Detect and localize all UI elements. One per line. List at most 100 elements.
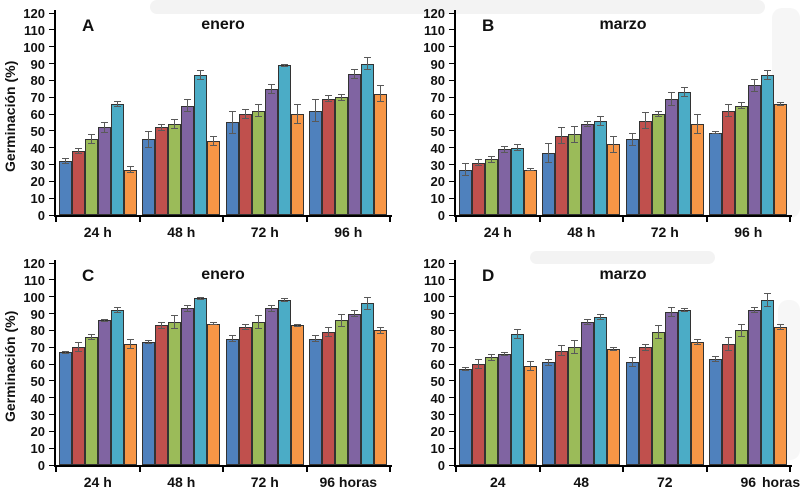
error-bar bbox=[513, 144, 521, 152]
bar bbox=[523, 169, 537, 215]
y-tick-label: 30 bbox=[30, 407, 45, 423]
y-tick-label: 50 bbox=[30, 123, 45, 139]
error-bar bbox=[158, 321, 166, 329]
x-tick-mark bbox=[455, 465, 457, 472]
error-bar bbox=[693, 338, 701, 346]
y-tick-mark bbox=[49, 346, 54, 348]
bar bbox=[690, 342, 704, 465]
error-bar bbox=[545, 142, 553, 163]
y-tick-mark bbox=[49, 414, 54, 415]
x-tick-label: 24 h bbox=[83, 474, 112, 490]
error-bar bbox=[197, 70, 205, 81]
bar bbox=[264, 88, 278, 215]
bar bbox=[168, 124, 182, 215]
y-tick-mark bbox=[49, 214, 54, 216]
y-tick-mark bbox=[49, 447, 54, 449]
x-tick-mark bbox=[622, 465, 624, 472]
y-tick-label: 10 bbox=[430, 441, 445, 457]
bar bbox=[458, 369, 472, 465]
error-bar bbox=[571, 340, 579, 354]
x-tick-label: 48 bbox=[573, 474, 590, 490]
y-tick-mark bbox=[49, 180, 54, 182]
y-tick-mark bbox=[449, 363, 454, 365]
y-tick-label: 20 bbox=[30, 174, 45, 190]
x-tick-label: 96 horas bbox=[319, 474, 378, 490]
error-bar bbox=[377, 85, 385, 103]
y-tick-label: 10 bbox=[30, 441, 45, 457]
bar bbox=[709, 132, 723, 215]
y-tick-mark bbox=[49, 63, 54, 64]
error-bar bbox=[61, 157, 69, 165]
error-bar bbox=[474, 159, 482, 167]
error-bar bbox=[680, 87, 688, 98]
error-bar bbox=[584, 120, 592, 128]
y-tick-label: 120 bbox=[23, 256, 45, 271]
y-tick-label: 60 bbox=[30, 107, 45, 122]
bar bbox=[568, 347, 582, 465]
bar bbox=[290, 325, 304, 465]
panel-d-marzo: D marzo 0 10 20 30 40 50 60 70 80 90 100 110 120 24 48… bbox=[400, 250, 800, 500]
error-bar bbox=[571, 125, 579, 143]
bar bbox=[238, 326, 252, 465]
error-bar bbox=[738, 323, 746, 338]
bar bbox=[251, 321, 265, 465]
bar bbox=[748, 310, 762, 465]
y-tick-mark bbox=[449, 63, 454, 64]
error-bar bbox=[764, 293, 772, 307]
y-tick-label: 40 bbox=[30, 140, 45, 156]
y-tick-mark bbox=[449, 147, 454, 149]
y-tick-mark bbox=[49, 130, 54, 132]
bar bbox=[677, 92, 691, 215]
y-tick-mark bbox=[449, 96, 454, 98]
y-tick-mark bbox=[49, 464, 54, 466]
y-tick-mark bbox=[449, 380, 454, 382]
y-tick-label: 20 bbox=[430, 424, 445, 440]
y-tick-label: 60 bbox=[430, 107, 445, 122]
y-tick-label: 110 bbox=[424, 272, 445, 288]
panel-title: marzo bbox=[599, 16, 647, 33]
y-tick-mark bbox=[49, 29, 54, 31]
bar bbox=[594, 120, 608, 215]
error-bar bbox=[584, 318, 592, 326]
error-bar bbox=[126, 338, 134, 349]
bar bbox=[277, 300, 291, 465]
y-tick-label: 40 bbox=[430, 140, 445, 156]
error-bar bbox=[61, 350, 69, 354]
bar bbox=[735, 105, 749, 215]
x-tick-label: 96 bbox=[740, 474, 757, 490]
y-tick-mark bbox=[49, 329, 54, 331]
bar bbox=[651, 114, 665, 215]
bar bbox=[225, 122, 239, 215]
error-bar bbox=[325, 326, 333, 338]
error-bar bbox=[751, 78, 759, 93]
bar bbox=[497, 353, 511, 465]
error-bar bbox=[228, 110, 236, 135]
x-tick-mark bbox=[789, 465, 791, 472]
x-tick-mark bbox=[538, 465, 541, 472]
error-bar bbox=[210, 321, 218, 326]
x-tick-label: 48 h bbox=[167, 224, 196, 240]
error-bar bbox=[764, 70, 772, 81]
y-tick-mark bbox=[49, 197, 54, 199]
error-bar bbox=[712, 355, 720, 363]
bar bbox=[194, 75, 208, 215]
y-tick-label: 0 bbox=[37, 458, 45, 473]
bar bbox=[542, 362, 556, 465]
bar bbox=[374, 330, 388, 465]
x-tick-mark bbox=[389, 465, 391, 472]
x-tick-label: 24 bbox=[489, 474, 506, 490]
error-bar bbox=[293, 323, 301, 327]
bar bbox=[110, 310, 124, 465]
y-tick-label: 110 bbox=[24, 22, 45, 38]
x-tick-mark bbox=[138, 465, 141, 472]
panel-c-enero: Germinación (%) C enero 0 10 20 30 40 50 60 70 8… bbox=[0, 250, 400, 500]
bar bbox=[181, 105, 195, 215]
y-tick-label: 90 bbox=[430, 56, 445, 72]
y-tick-mark bbox=[49, 397, 54, 399]
bar bbox=[290, 114, 304, 215]
y-tick-mark bbox=[449, 414, 454, 415]
bar bbox=[690, 124, 704, 215]
bar bbox=[309, 110, 323, 215]
y-tick-label: 0 bbox=[437, 208, 445, 223]
error-bar bbox=[364, 56, 372, 71]
